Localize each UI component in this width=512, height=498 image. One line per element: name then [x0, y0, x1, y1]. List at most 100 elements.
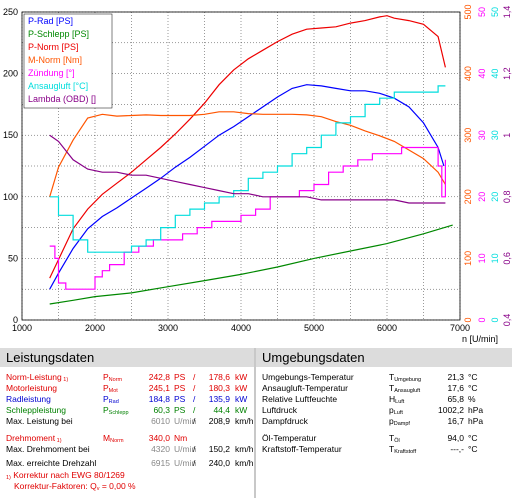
right-axis-tick-label: 300	[463, 128, 473, 143]
series-line	[49, 15, 446, 279]
series-line	[49, 111, 446, 197]
row-value-2: 240,0	[208, 458, 230, 468]
umgebung-row: Dampfdruck pDampf 16,7 hPa	[262, 416, 508, 427]
row-unit: PS	[174, 405, 186, 415]
row-value: ---,-	[450, 444, 464, 454]
row-symbol: MNorm	[103, 433, 124, 444]
row-value-2: 178,6	[208, 372, 230, 382]
row-separator: /	[193, 394, 196, 404]
series-line	[49, 84, 445, 290]
row-value: 6010	[151, 416, 170, 426]
row-label: Luftdruck	[262, 405, 297, 415]
umgebung-row: Ansaugluft-Temperatur TAnsaugluft 17,6 °C	[262, 383, 508, 394]
row-label: Motorleistung	[6, 383, 58, 393]
row-separator: /	[193, 416, 196, 426]
row-label: Schleppleistung	[6, 405, 67, 415]
row-unit: °C	[468, 383, 478, 393]
row-value-2: 135,9	[208, 394, 230, 404]
row-unit: °C	[468, 444, 478, 454]
leistung-row: Drehmoment 1) MNorm 340,0 Nm	[6, 433, 252, 444]
row-label: Max. erreichte Drehzahl	[6, 458, 97, 468]
leistung-header: Leistungsdaten	[0, 348, 254, 367]
row-unit: °C	[468, 372, 478, 382]
row-label: Max. Drehmoment bei	[6, 444, 90, 454]
series-line	[49, 85, 446, 253]
right-axis-tick-label: 0	[490, 317, 500, 322]
row-separator: /	[193, 444, 196, 454]
panel-divider	[254, 348, 256, 498]
row-label: Kraftstoff-Temperatur	[262, 444, 342, 454]
row-label: Öl-Temperatur	[262, 433, 317, 443]
row-label: Relative Luftfeuchte	[262, 394, 338, 404]
chart-legend: P-Rad [PS] P-Schlepp [PS] P-Norm [PS] M-Nor…	[23, 13, 113, 109]
row-value-2: 208,9	[208, 416, 230, 426]
row-value: 340,0	[148, 433, 170, 443]
row-symbol: PMot	[103, 383, 118, 394]
right-axis-tick-label: 0,4	[502, 314, 512, 327]
umgebung-row: Umgebungs-Temperatur TUmgebung 21,3 °C	[262, 372, 508, 383]
row-unit: Nm	[174, 433, 188, 443]
row-value: 21,3	[447, 372, 464, 382]
x-tick-label: 3000	[158, 323, 178, 333]
row-separator: /	[193, 405, 196, 415]
row-unit-2: kW	[235, 405, 248, 415]
umgebung-header: Umgebungsdaten	[256, 348, 512, 367]
row-unit: PS	[174, 394, 186, 404]
row-unit: U/min	[174, 444, 197, 454]
right-axis-tick-label: 40	[490, 69, 500, 79]
row-value: 4320	[151, 444, 170, 454]
row-symbol: HLuft	[389, 394, 405, 405]
row-symbol: TÖl	[389, 433, 400, 444]
row-unit-2: km/h	[235, 458, 254, 468]
row-label: Umgebungs-Temperatur	[262, 372, 354, 382]
x-tick-label: 6000	[377, 323, 397, 333]
row-unit-2: kW	[235, 383, 248, 393]
legend-box	[23, 13, 113, 109]
chart-lines	[49, 15, 453, 305]
row-value: 245,1	[148, 383, 170, 393]
right-axis-tick-label: 40	[477, 69, 487, 79]
left-tick-label: 50	[8, 253, 18, 263]
row-value-2: 44,4	[213, 405, 230, 415]
left-tick-label: 0	[13, 315, 18, 325]
row-symbol: TAnsaugluft	[389, 383, 421, 394]
left-tick-label: 150	[3, 130, 18, 140]
right-axis-tick-label: 0	[463, 317, 473, 322]
right-axis-tick-label: 100	[463, 251, 473, 266]
umgebung-row: Kraftstoff-Temperatur TKraftstoff ---,- °C	[262, 444, 508, 455]
row-value: 1002,2	[438, 405, 464, 415]
footnote-2: Korrektur-Faktoren: Qv = 0,00 %	[14, 481, 136, 492]
row-unit: U/min	[174, 458, 197, 468]
row-value: 6915	[151, 458, 170, 468]
leistung-row: Max. Leistung bei 6010 U/min/ 208,9 km/h	[6, 416, 253, 427]
right-axis-tick-label: 20	[477, 192, 487, 202]
right-axis-tick-label: 30	[490, 130, 500, 140]
right-axis-tick-label: 20	[490, 192, 500, 202]
row-unit: hPa	[468, 405, 484, 415]
left-tick-label: 200	[3, 69, 18, 79]
right-axis-tick-label: 0	[477, 317, 487, 322]
row-value: 16,7	[447, 416, 464, 426]
row-value: 17,6	[447, 383, 464, 393]
right-axis-tick-label: 10	[490, 253, 500, 263]
row-symbol: PNorm	[103, 372, 123, 383]
x-axis-unit: n [U/min]	[462, 334, 498, 344]
umgebung-row: Luftdruck pLuft 1002,2 hPa	[262, 405, 508, 416]
right-axis-tick-label: 30	[477, 130, 487, 140]
row-value: 94,0	[447, 433, 464, 443]
series-line	[49, 146, 446, 290]
right-axis-tick-label: 50	[490, 7, 500, 17]
right-axis-tick-label: 10	[477, 253, 487, 263]
row-value: 60,3	[153, 405, 170, 415]
legend-entry: P-Schlepp [PS]	[28, 29, 89, 39]
right-axis-tick-label: 0,8	[502, 191, 512, 204]
row-symbol: PSchlepp	[103, 405, 129, 416]
right-axis-tick-label: 200	[463, 189, 473, 204]
leistung-row: Radleistung PRad 184,8 PS / 135,9 kW	[6, 394, 252, 405]
right-axis-tick-label: 1	[502, 133, 512, 138]
left-tick-label: 100	[3, 192, 18, 202]
right-axis-tick-label: 1,4	[502, 6, 512, 19]
row-value: 184,8	[148, 394, 170, 404]
row-unit: PS	[174, 372, 186, 382]
legend-entry: Ansaugluft [°C]	[28, 81, 88, 91]
